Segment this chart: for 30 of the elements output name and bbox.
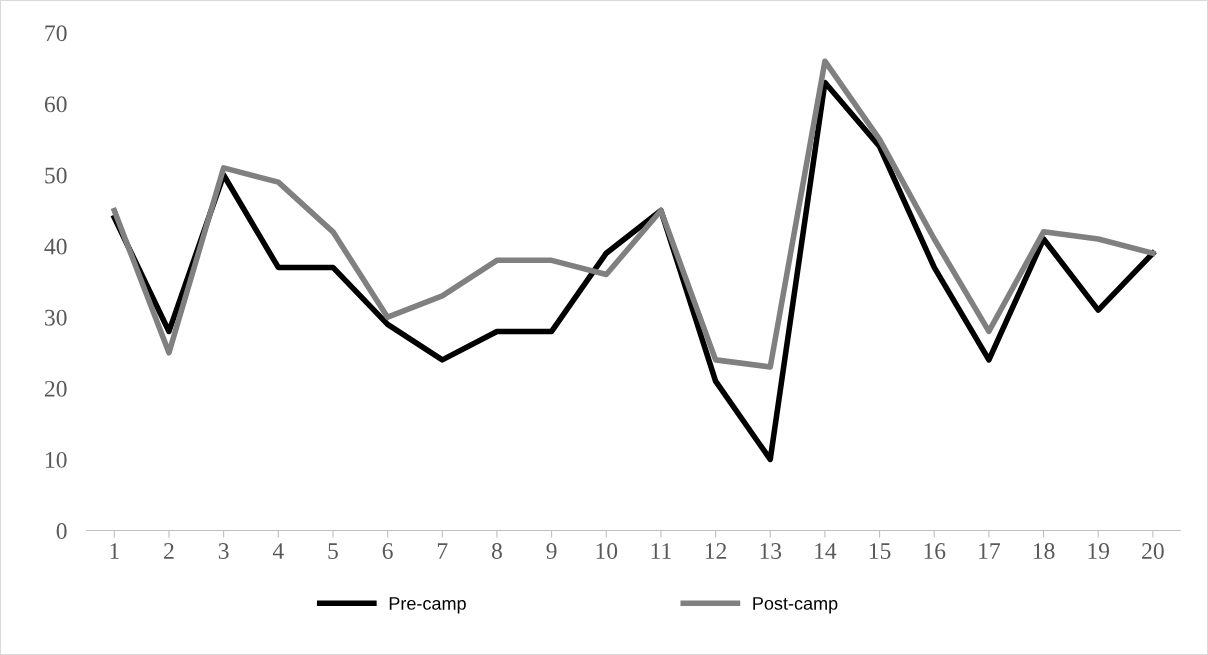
- x-tick-label: 13: [760, 543, 782, 559]
- x-tick-label: 17: [979, 543, 1001, 559]
- legend-label: Pre-camp: [389, 597, 466, 614]
- x-tick-label: 14: [815, 543, 837, 559]
- x-tick-label: 5: [328, 543, 338, 559]
- x-tick-label: 4: [272, 543, 284, 559]
- x-tick-label: 12: [705, 543, 727, 559]
- x-tick-label: 16: [924, 543, 946, 559]
- x-tick-label: 2: [164, 543, 174, 559]
- x-tick-label: 8: [491, 543, 502, 559]
- x-tick-label: 11: [651, 543, 671, 559]
- y-tick-label: 10: [46, 451, 67, 468]
- y-tick-label: 50: [45, 167, 67, 184]
- y-tick-label: 20: [44, 380, 67, 397]
- y-tick-label: 70: [45, 25, 67, 42]
- legend-label: Post-camp: [753, 597, 838, 614]
- x-tick-label: 6: [382, 543, 393, 559]
- x-tick-label: 20: [1142, 543, 1164, 559]
- x-tick-label: 19: [1088, 543, 1110, 559]
- x-tick-label: 15: [869, 543, 891, 559]
- y-tick-label: 0: [56, 523, 67, 539]
- x-tick-label: 18: [1033, 543, 1055, 559]
- x-tick-label: 3: [218, 543, 229, 559]
- y-tick-label: 60: [44, 96, 67, 113]
- x-tick-label: 9: [546, 543, 557, 559]
- x-tick-label: 1: [110, 543, 119, 559]
- x-tick-label: 10: [596, 543, 618, 559]
- x-tick-label: 7: [437, 543, 448, 559]
- y-tick-label: 40: [44, 238, 67, 255]
- y-tick-label: 30: [45, 309, 67, 326]
